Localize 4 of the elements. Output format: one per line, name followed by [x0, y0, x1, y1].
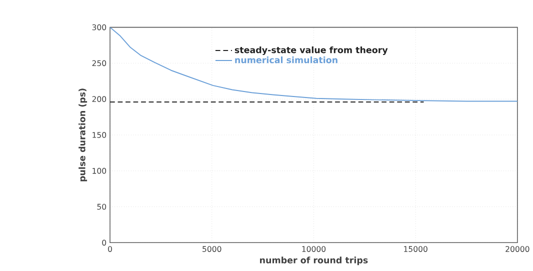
legend-label: numerical simulation	[235, 56, 338, 64]
y-axis-title: pulse duration (ps)	[78, 88, 88, 182]
x-axis-title: number of round trips	[260, 256, 368, 266]
legend-label: steady-state value from theory	[234, 46, 388, 56]
